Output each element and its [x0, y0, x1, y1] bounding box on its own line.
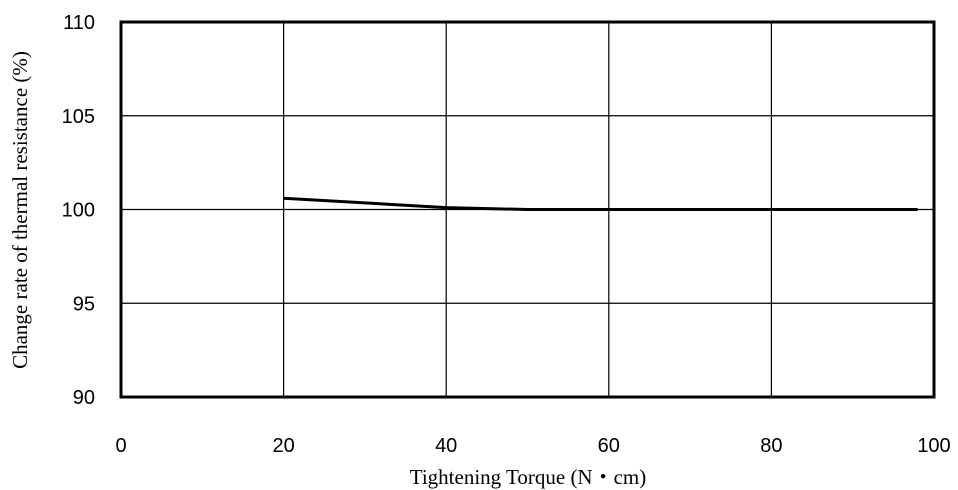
x-axis-title: Tightening Torque (N・cm): [410, 465, 647, 489]
y-tick-label-90: 90: [73, 387, 95, 409]
y-tick-label-110: 110: [63, 12, 95, 34]
y-tick-labels: 90 95 100 105 110: [62, 12, 95, 409]
y-tick-label-100: 100: [62, 200, 95, 222]
x-tick-labels: 0 20 40 60 80 100: [115, 435, 950, 457]
y-tick-label-95: 95: [73, 293, 95, 315]
x-tick-label-20: 20: [272, 435, 294, 457]
x-tick-label-100: 100: [917, 435, 950, 457]
series-lines: [283, 196, 918, 211]
x-tick-label-60: 60: [598, 435, 620, 457]
x-tick-label-40: 40: [435, 435, 457, 457]
x-tick-label-80: 80: [760, 435, 782, 457]
series-line-0: [283, 196, 918, 211]
plot-area-frame: [119, 20, 936, 399]
x-tick-label-0: 0: [115, 435, 126, 457]
y-tick-label-105: 105: [62, 106, 95, 128]
y-axis-title: Change rate of thermal resistance (%): [8, 51, 32, 369]
